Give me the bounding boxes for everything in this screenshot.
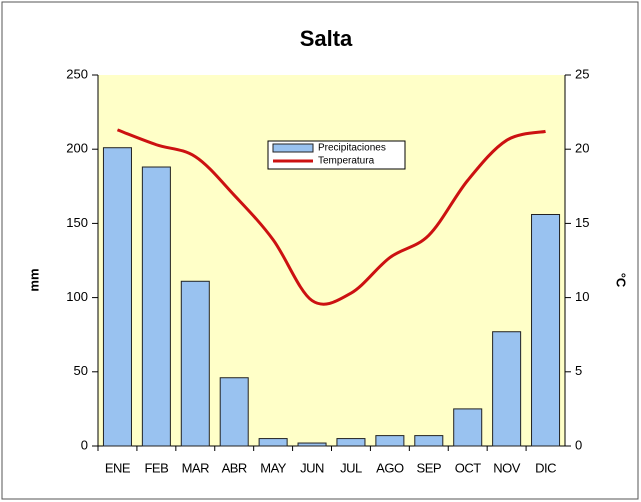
chart-title: Salta <box>300 26 353 51</box>
y-tick-label: 50 <box>74 363 88 378</box>
x-tick-label: FEB <box>144 460 168 475</box>
legend-label: Precipitaciones <box>318 143 386 154</box>
y2-tick-label: 20 <box>575 141 589 156</box>
bar <box>141 166 171 447</box>
bar <box>180 280 210 447</box>
x-tick-label: MAR <box>182 460 210 475</box>
x-tick-label: JUN <box>300 460 324 475</box>
y-tick-label: 150 <box>66 215 88 230</box>
legend-swatch <box>272 143 314 153</box>
bar <box>102 147 132 447</box>
y2-tick-label: 25 <box>575 66 589 81</box>
bar <box>414 435 444 447</box>
bar <box>531 213 561 447</box>
x-tick-label: DIC <box>535 460 556 475</box>
bar <box>219 377 249 447</box>
x-tick-label: AGO <box>376 460 404 475</box>
legend-label: Temperatura <box>318 156 375 167</box>
y-axis-label: mm <box>26 268 41 291</box>
bar <box>375 435 405 447</box>
y2-tick-label: 5 <box>575 363 582 378</box>
x-tick-label: MAY <box>260 460 287 475</box>
y2-tick-label: 0 <box>575 437 582 452</box>
y-tick-label: 0 <box>81 437 88 452</box>
x-tick-label: NOV <box>493 460 521 475</box>
y2-tick-label: 15 <box>575 215 589 230</box>
y-tick-label: 250 <box>66 66 88 81</box>
x-tick-label: ENE <box>105 460 131 475</box>
y2-axis-label: °C <box>614 273 629 288</box>
bar <box>258 438 288 447</box>
y2-tick-label: 10 <box>575 289 589 304</box>
bar <box>297 442 327 447</box>
x-tick-label: JUL <box>340 460 362 475</box>
plot-area <box>98 75 565 446</box>
x-tick-label: ABR <box>222 460 247 475</box>
bar <box>492 331 522 447</box>
y-tick-label: 200 <box>66 141 88 156</box>
x-tick-label: SEP <box>417 460 442 475</box>
x-tick-label: OCT <box>455 460 482 475</box>
bar <box>453 408 483 447</box>
bar <box>336 438 366 447</box>
y-tick-label: 100 <box>66 289 88 304</box>
temperature-line <box>116 128 546 306</box>
